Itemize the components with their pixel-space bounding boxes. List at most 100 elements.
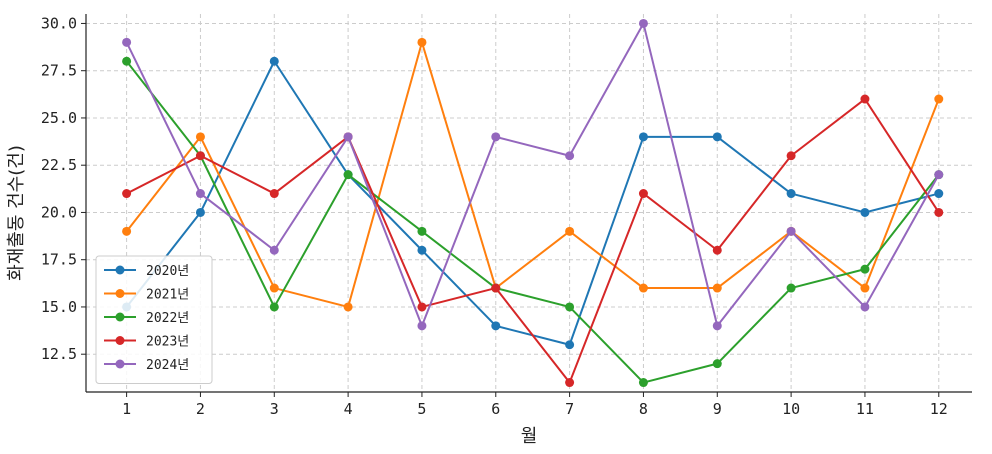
x-tick-label: 11 xyxy=(856,400,874,418)
data-point xyxy=(860,264,870,274)
data-point xyxy=(860,94,870,104)
data-point xyxy=(638,132,648,142)
data-point xyxy=(565,151,575,161)
y-tick-label: 15.0 xyxy=(41,298,77,316)
x-tick-label: 8 xyxy=(639,400,648,418)
data-point xyxy=(712,245,722,255)
legend-label: 2021년 xyxy=(146,288,189,303)
data-point xyxy=(712,132,722,142)
data-point xyxy=(122,37,132,47)
data-point xyxy=(565,340,575,350)
y-tick-label: 17.5 xyxy=(41,251,77,269)
data-point xyxy=(860,207,870,217)
data-point xyxy=(934,170,944,180)
data-point xyxy=(122,56,132,66)
y-tick-label: 12.5 xyxy=(41,345,77,363)
data-point xyxy=(269,302,279,312)
legend-entry: 2024년 xyxy=(104,358,189,373)
data-point xyxy=(195,132,205,142)
legend-marker xyxy=(115,336,125,345)
legend-entry: 2021년 xyxy=(104,288,189,303)
data-point xyxy=(269,189,279,199)
data-point xyxy=(934,207,944,217)
data-point xyxy=(786,189,796,199)
data-point xyxy=(638,18,648,28)
data-point xyxy=(565,378,575,388)
y-axis-label: 화재출동 건수(건) xyxy=(6,145,27,281)
x-tick-label: 4 xyxy=(344,400,353,418)
x-tick-label: 5 xyxy=(417,400,426,418)
legend-marker xyxy=(115,265,125,275)
legend-entry: 2020년 xyxy=(104,264,189,279)
legend-box xyxy=(95,255,213,384)
data-point xyxy=(934,189,944,199)
data-point xyxy=(195,189,205,199)
y-tick-label: 20.0 xyxy=(41,203,77,221)
data-point xyxy=(343,132,353,142)
x-tick-label: 12 xyxy=(930,400,948,418)
y-tick-label: 22.5 xyxy=(41,156,77,174)
data-point xyxy=(712,359,722,369)
data-point xyxy=(195,207,205,217)
x-tick-label: 10 xyxy=(782,400,800,418)
data-point xyxy=(786,151,796,161)
data-point xyxy=(195,151,205,161)
series-line xyxy=(126,98,940,384)
legend-label: 2023년 xyxy=(146,335,189,350)
data-point xyxy=(417,302,427,312)
series-layer xyxy=(122,18,944,388)
data-point xyxy=(860,302,870,312)
x-tick-label: 2 xyxy=(196,400,205,418)
x-tick-label: 3 xyxy=(270,400,279,418)
data-point xyxy=(269,283,279,293)
x-tick-label: 1 xyxy=(122,400,131,418)
series-line xyxy=(125,60,940,346)
legend: 2020년 2021년 2022년 2023년 2024년 xyxy=(95,255,213,384)
data-point xyxy=(565,226,575,236)
data-point xyxy=(934,94,944,104)
data-point xyxy=(417,226,427,236)
data-point xyxy=(269,245,279,255)
data-point xyxy=(638,378,648,388)
x-tick-label: 6 xyxy=(491,400,500,418)
legend-label: 2024년 xyxy=(146,358,189,373)
legend-marker xyxy=(115,359,125,369)
data-point xyxy=(417,245,427,255)
data-point xyxy=(565,302,575,312)
data-point xyxy=(638,283,648,293)
data-point xyxy=(343,302,353,312)
series-line xyxy=(125,41,940,308)
data-point xyxy=(638,189,648,199)
data-point xyxy=(417,321,427,331)
data-point xyxy=(343,170,353,180)
data-point xyxy=(417,37,427,47)
series-line xyxy=(125,60,940,384)
series-4 xyxy=(122,94,944,388)
x-axis-label: 월 xyxy=(521,426,538,447)
axes: 월 화재출동 건수(건) 12.5 15.0 17.5 20.0 22.5 25.0 27.… xyxy=(6,14,972,447)
series-line xyxy=(125,22,940,327)
series-1 xyxy=(122,56,944,350)
data-point xyxy=(860,283,870,293)
legend-marker xyxy=(115,289,125,298)
x-tick-label: 9 xyxy=(713,400,722,418)
legend-entry: 2022년 xyxy=(104,311,189,326)
data-point xyxy=(491,283,501,293)
data-point xyxy=(712,321,722,331)
y-tick-label: 27.5 xyxy=(41,62,77,80)
legend-label: 2022년 xyxy=(146,311,189,326)
data-point xyxy=(491,132,501,142)
series-5 xyxy=(122,18,944,331)
y-tick-label: 25.0 xyxy=(41,109,77,127)
legend-entry: 2023년 xyxy=(104,335,189,350)
y-tick-label: 30.0 xyxy=(41,14,77,32)
data-point xyxy=(491,321,501,331)
x-tick-label: 7 xyxy=(565,400,574,418)
data-point xyxy=(712,283,722,293)
series-2 xyxy=(122,37,944,312)
series-3 xyxy=(122,56,944,388)
data-point xyxy=(786,226,796,236)
data-point xyxy=(122,189,132,199)
